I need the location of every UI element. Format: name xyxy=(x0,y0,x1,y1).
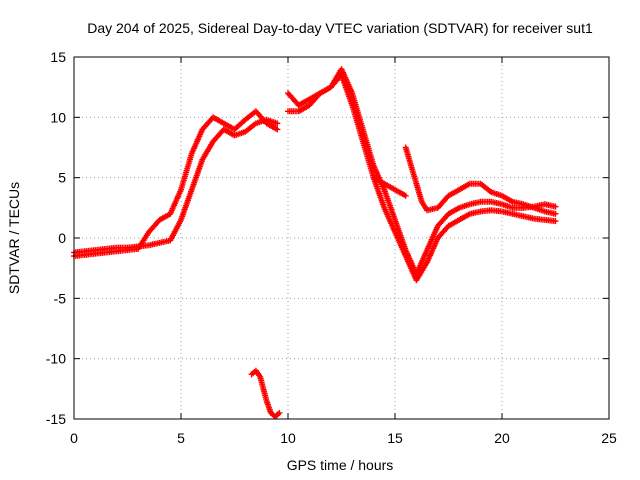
data-point-marker xyxy=(402,192,409,199)
y-axis-label: SDTVAR / TECUs xyxy=(6,182,22,294)
series-track-b xyxy=(71,108,281,260)
y-tick-label: 10 xyxy=(50,109,66,125)
data-point-marker xyxy=(552,218,559,225)
data-point-marker xyxy=(274,120,281,127)
series-track-f xyxy=(402,144,559,217)
chart-title: Day 204 of 2025, Sidereal Day-to-day VTE… xyxy=(87,20,593,36)
x-tick-label: 15 xyxy=(387,430,403,446)
series-track-a xyxy=(71,116,281,256)
data-point-marker xyxy=(274,126,281,133)
y-tick-label: 15 xyxy=(50,49,66,65)
y-tick-label: -5 xyxy=(54,290,67,306)
grid-lines xyxy=(74,57,609,419)
y-tick-label: -15 xyxy=(46,411,66,427)
data-points xyxy=(71,66,559,420)
data-point-marker xyxy=(552,210,559,217)
x-tick-label: 25 xyxy=(601,430,617,446)
x-tick-label: 20 xyxy=(494,430,510,446)
x-tick-label: 10 xyxy=(280,430,296,446)
data-point-marker xyxy=(552,203,559,210)
series-track-e xyxy=(370,174,409,199)
axis-ticks: 0 5 10 15 20 25 -15 -10 -5 0 5 10 15 xyxy=(46,49,617,446)
y-tick-label: -10 xyxy=(46,351,66,367)
y-tick-label: 0 xyxy=(58,230,66,246)
series-track-g xyxy=(248,367,283,420)
x-axis-label: GPS time / hours xyxy=(287,457,394,473)
y-tick-label: 5 xyxy=(58,170,66,186)
data-point-marker xyxy=(276,409,283,416)
x-tick-label: 5 xyxy=(177,430,185,446)
x-tick-label: 0 xyxy=(70,430,78,446)
series-track-d xyxy=(285,66,559,278)
